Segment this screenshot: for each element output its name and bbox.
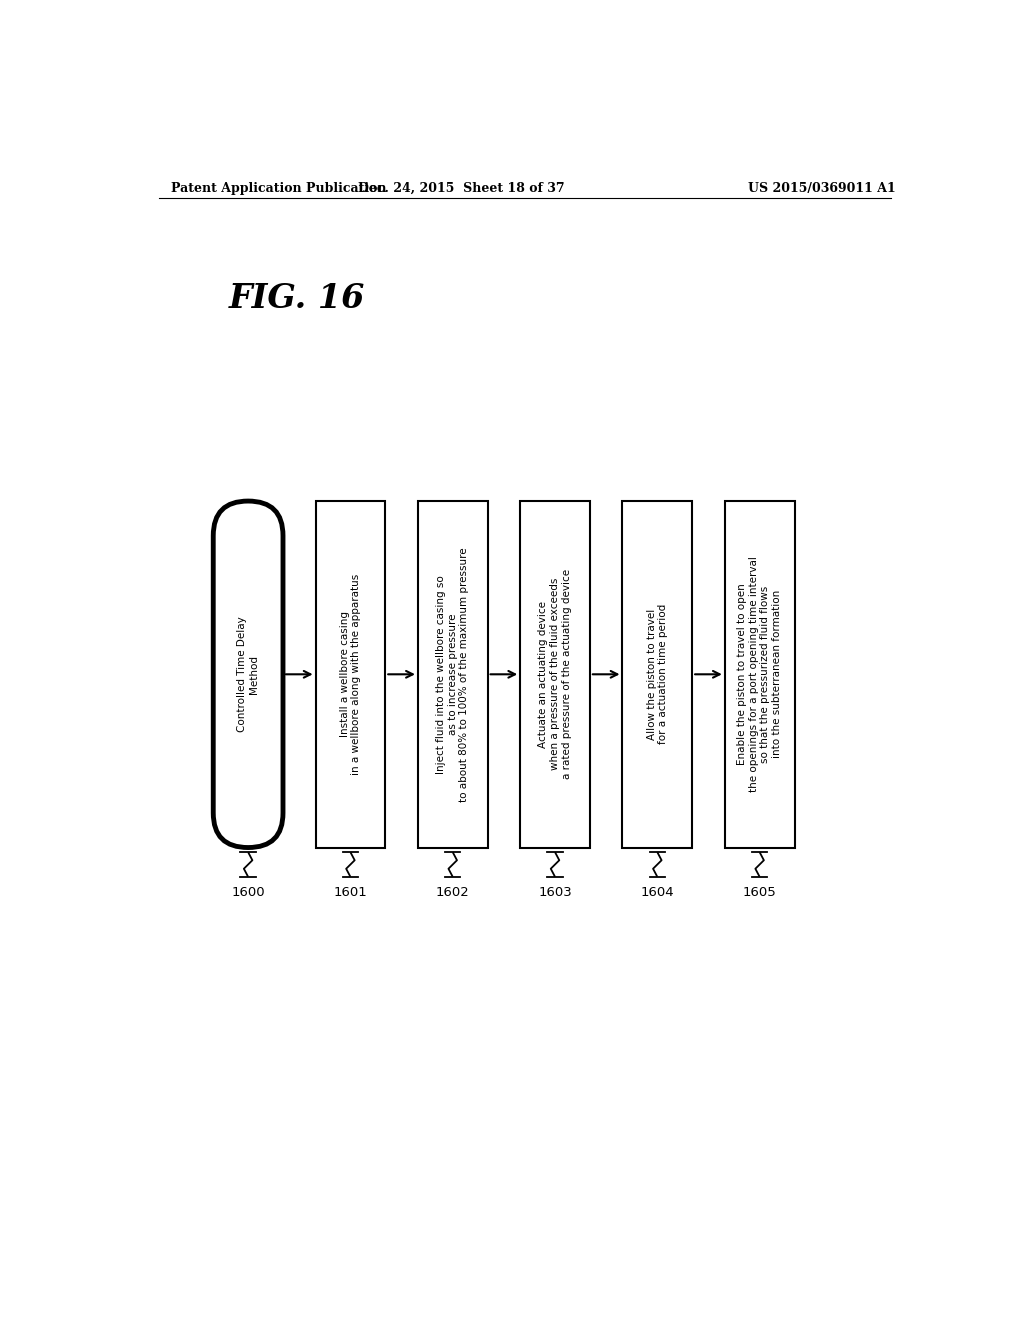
Text: Actuate an actuating device
when a pressure of the fluid exceeds
a rated pressur: Actuate an actuating device when a press… bbox=[539, 569, 571, 779]
Bar bbox=[725, 502, 795, 847]
Bar bbox=[418, 502, 487, 847]
Text: Enable the piston to travel to open
the openings for a port opening time interva: Enable the piston to travel to open the … bbox=[737, 556, 782, 792]
Text: Inject fluid into the wellbore casing so
as to increase pressure
to about 80% to: Inject fluid into the wellbore casing so… bbox=[436, 546, 469, 801]
Text: Install a wellbore casing
in a wellbore along with the apparatus: Install a wellbore casing in a wellbore … bbox=[340, 574, 361, 775]
FancyBboxPatch shape bbox=[213, 502, 283, 847]
Text: Allow the piston to travel
for a actuation time period: Allow the piston to travel for a actuati… bbox=[646, 605, 668, 744]
Bar bbox=[315, 502, 385, 847]
Text: 1603: 1603 bbox=[539, 886, 571, 899]
Text: Controlled Time Delay
Method: Controlled Time Delay Method bbox=[238, 616, 259, 733]
Bar bbox=[623, 502, 692, 847]
Text: US 2015/0369011 A1: US 2015/0369011 A1 bbox=[748, 182, 896, 194]
Text: Dec. 24, 2015  Sheet 18 of 37: Dec. 24, 2015 Sheet 18 of 37 bbox=[358, 182, 564, 194]
Text: 1601: 1601 bbox=[334, 886, 368, 899]
Text: FIG. 16: FIG. 16 bbox=[228, 281, 366, 314]
Text: 1600: 1600 bbox=[231, 886, 265, 899]
Bar bbox=[520, 502, 590, 847]
Text: 1604: 1604 bbox=[641, 886, 674, 899]
Text: 1605: 1605 bbox=[742, 886, 776, 899]
Text: Patent Application Publication: Patent Application Publication bbox=[171, 182, 386, 194]
Text: 1602: 1602 bbox=[436, 886, 470, 899]
